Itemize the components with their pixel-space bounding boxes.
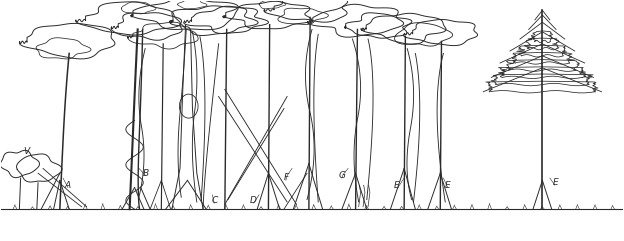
Text: F: F [283, 174, 288, 182]
Text: D: D [250, 196, 257, 205]
Text: E: E [445, 181, 451, 190]
Text: B: B [143, 169, 149, 178]
Text: V: V [24, 147, 30, 156]
Text: E: E [553, 178, 559, 187]
Text: C: C [211, 196, 217, 205]
Text: E: E [394, 181, 399, 190]
Text: G: G [338, 171, 346, 180]
Text: A: A [65, 181, 71, 190]
